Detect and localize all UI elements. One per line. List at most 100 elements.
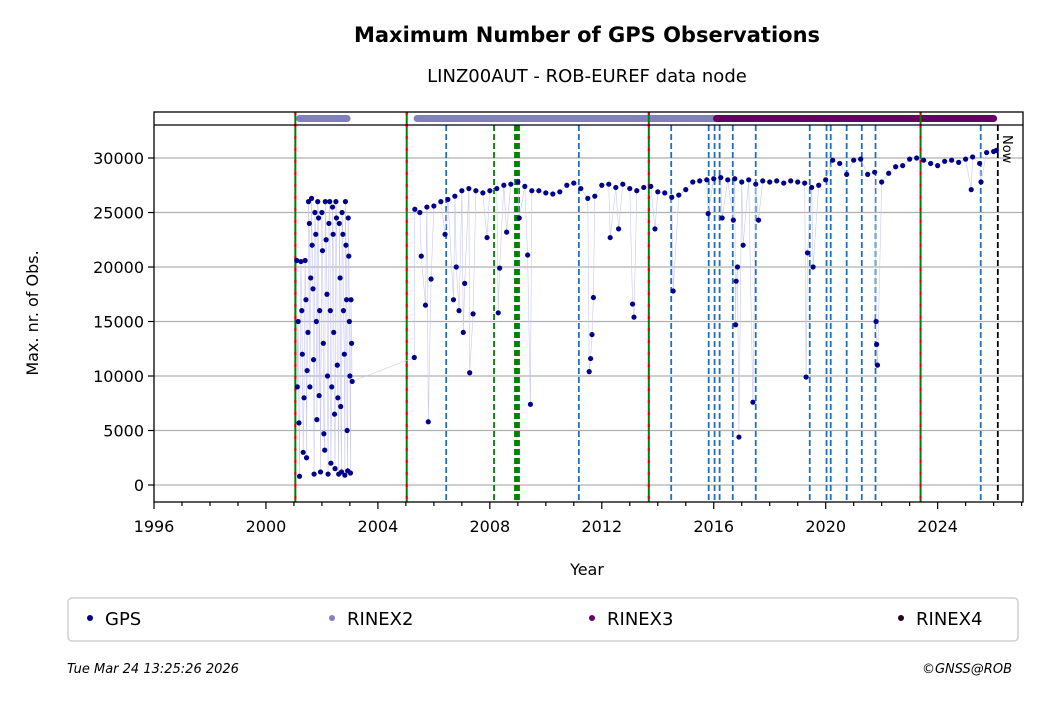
data-point — [529, 188, 535, 194]
data-point — [704, 177, 710, 183]
data-point — [462, 280, 468, 286]
data-point — [606, 181, 612, 187]
data-point — [337, 275, 343, 281]
data-point — [342, 472, 348, 478]
chart-subtitle: LINZ00AUT - ROB-EUREF data node — [427, 66, 747, 87]
data-point — [325, 471, 331, 477]
data-point — [592, 193, 598, 199]
now-label: Now — [999, 135, 1014, 164]
data-point — [697, 178, 703, 184]
data-point — [907, 156, 913, 162]
data-point — [865, 171, 871, 177]
data-point — [294, 257, 300, 264]
legend-marker-gps — [87, 615, 93, 621]
data-point — [874, 341, 880, 347]
data-point — [736, 434, 742, 440]
footer-copyright: ©GNSS@ROB — [922, 662, 1012, 677]
data-point — [978, 179, 984, 185]
data-point — [886, 170, 892, 176]
x-tick-label: 1996 — [134, 517, 175, 536]
data-point — [299, 308, 305, 314]
data-point — [683, 187, 689, 193]
data-point — [310, 357, 317, 363]
data-point — [328, 460, 334, 466]
data-point — [874, 362, 881, 368]
data-point — [725, 177, 731, 183]
data-point — [424, 204, 430, 210]
data-point — [327, 199, 333, 205]
legend-box — [67, 597, 1019, 642]
data-point — [746, 177, 752, 183]
data-point — [425, 419, 431, 425]
data-point — [349, 378, 355, 385]
data-point — [648, 183, 654, 189]
data-point — [732, 322, 739, 328]
y-tick-label: 25000 — [93, 204, 144, 223]
data-point — [879, 179, 885, 185]
data-point — [641, 184, 647, 191]
data-point — [963, 156, 969, 162]
data-point — [607, 234, 613, 241]
data-point — [295, 318, 301, 325]
data-point — [480, 190, 486, 196]
data-point — [711, 176, 717, 182]
data-point — [300, 449, 306, 455]
data-point — [984, 149, 990, 156]
data-point — [740, 242, 746, 248]
data-point — [873, 318, 879, 325]
data-point — [536, 188, 542, 194]
data-point — [305, 199, 312, 205]
data-point — [339, 209, 345, 216]
data-point — [338, 403, 344, 410]
data-point — [299, 351, 305, 357]
x-tick-label: 2008 — [469, 517, 510, 536]
data-point — [316, 393, 322, 399]
data-point — [473, 188, 479, 194]
data-point — [484, 234, 490, 241]
data-point — [445, 196, 451, 203]
data-point — [730, 217, 736, 223]
data-point — [453, 264, 459, 270]
footer-timestamp: Tue Mar 24 13:25:26 2026 — [67, 662, 239, 677]
data-point — [304, 367, 310, 374]
data-point — [309, 242, 315, 248]
legend-label-rinex2: RINEX2 — [347, 609, 413, 630]
legend-label-rinex3: RINEX3 — [607, 609, 673, 630]
data-point — [330, 231, 336, 237]
data-point — [340, 308, 347, 314]
data-point — [417, 209, 423, 216]
data-point — [733, 278, 739, 284]
legend-marker-rinex2 — [329, 615, 335, 621]
x-tick-label: 2004 — [358, 517, 399, 536]
data-point — [872, 169, 878, 175]
data-point — [705, 211, 711, 217]
data-point — [344, 427, 350, 434]
data-point — [504, 229, 510, 235]
data-point — [993, 147, 1000, 153]
data-point — [914, 155, 920, 161]
data-point — [669, 194, 675, 200]
event-lines — [294, 112, 999, 502]
y-tick-label: 20000 — [93, 258, 144, 277]
data-point — [305, 329, 311, 336]
data-point — [809, 184, 815, 191]
data-point — [308, 195, 315, 201]
data-point — [495, 310, 501, 316]
data-point — [470, 311, 476, 317]
y-tick-label: 30000 — [93, 149, 144, 168]
data-point — [329, 384, 335, 390]
data-point — [755, 217, 762, 223]
x-tick-label: 2012 — [581, 517, 622, 536]
data-point — [816, 182, 822, 188]
data-point — [844, 171, 850, 177]
data-point — [802, 180, 808, 186]
data-point — [329, 204, 336, 210]
legend-marker-rinex3 — [589, 615, 595, 621]
chart-title: Maximum Number of GPS Observations — [354, 23, 820, 47]
y-tick-label: 10000 — [93, 367, 144, 386]
data-point — [487, 188, 493, 194]
data-point — [343, 242, 349, 248]
data-point — [956, 159, 962, 165]
data-point — [525, 252, 531, 258]
data-point — [313, 318, 319, 325]
